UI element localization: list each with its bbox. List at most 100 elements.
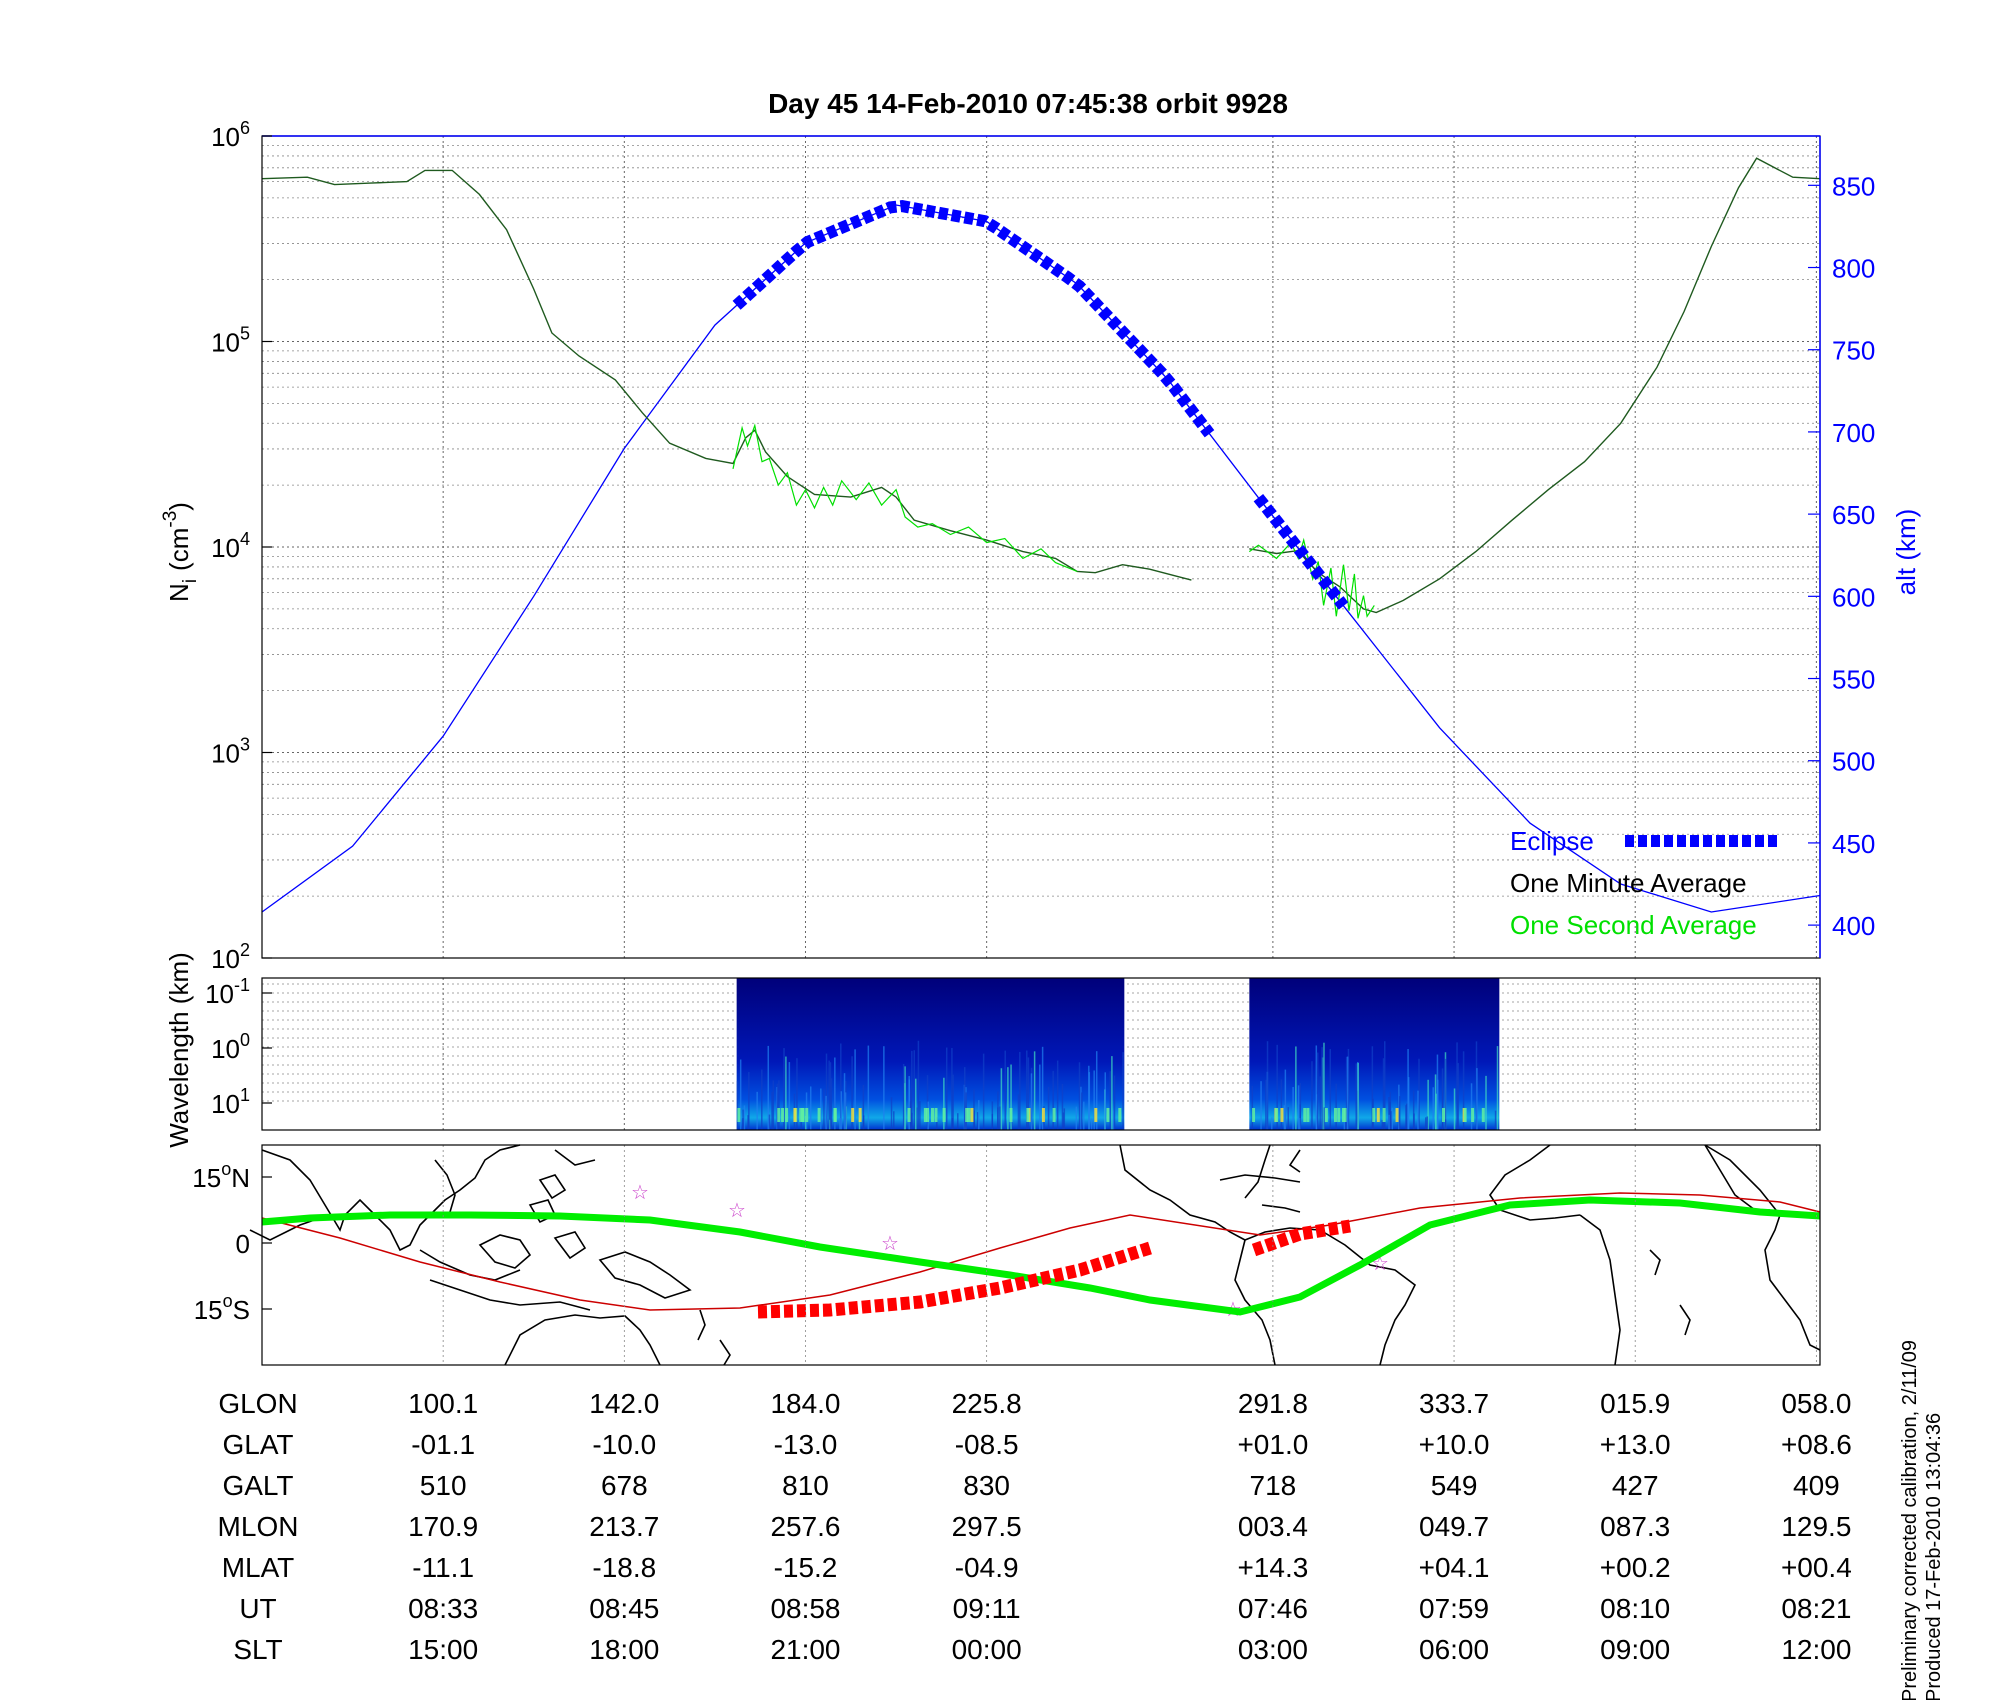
- y-tick-label: 102: [211, 940, 250, 974]
- table-cell: -18.8: [592, 1552, 656, 1583]
- altitude-y-label: alt (km): [1891, 509, 1921, 596]
- table-cell: +00.2: [1600, 1552, 1671, 1583]
- table-cell: +13.0: [1600, 1429, 1671, 1460]
- table-cell: 003.4: [1238, 1511, 1308, 1542]
- y2-tick-label: 700: [1832, 418, 1875, 448]
- star-marker: ☆: [728, 1200, 746, 1222]
- table-cell: 427: [1612, 1470, 1659, 1501]
- table-row-label: UT: [239, 1593, 276, 1624]
- orbit-track-line: [261, 1192, 1821, 1311]
- lat-tick-label: 15oN: [192, 1159, 250, 1193]
- lat-tick-label: 0: [236, 1229, 250, 1259]
- lat-tick-label: 15oS: [194, 1291, 250, 1325]
- y2-tick-label: 600: [1832, 582, 1875, 612]
- table-cell: 718: [1250, 1470, 1297, 1501]
- table-cell: 830: [963, 1470, 1010, 1501]
- table-cell: 09:00: [1600, 1634, 1670, 1665]
- eclipse-series: [732, 200, 1349, 610]
- y-tick-label: 104: [211, 529, 250, 563]
- star-marker: ☆: [881, 1233, 899, 1255]
- table-row-label: MLAT: [222, 1552, 295, 1583]
- density-y-label: Ni(cm-3): [160, 502, 201, 602]
- table-cell: 142.0: [589, 1388, 659, 1419]
- table-cell: 08:33: [408, 1593, 478, 1624]
- calibration-note: Preliminary corrected calibration, 2/11/…: [1899, 1340, 1921, 1700]
- y-tick-label: 10-1: [205, 975, 250, 1009]
- eclipse-line: [732, 200, 1215, 438]
- spectrogram-y-label: Wavelength (km): [164, 952, 194, 1148]
- table-cell: +10.0: [1419, 1429, 1490, 1460]
- table-cell: 510: [420, 1470, 467, 1501]
- table-cell: +01.0: [1237, 1429, 1308, 1460]
- table-cell: 00:00: [952, 1634, 1022, 1665]
- legend-eclipse-label: Eclipse: [1510, 826, 1594, 856]
- table-cell: 678: [601, 1470, 648, 1501]
- table-cell: 409: [1793, 1470, 1840, 1501]
- table-cell: +00.4: [1781, 1552, 1852, 1583]
- table-cell: 129.5: [1781, 1511, 1851, 1542]
- y2-tick-label: 750: [1832, 336, 1875, 366]
- table-cell: 03:00: [1238, 1634, 1308, 1665]
- table-cell: -01.1: [411, 1429, 475, 1460]
- spectrogram-panel: 10-1 100 101 Wavelength (km): [164, 952, 1821, 1148]
- y2-tick-label: 550: [1832, 665, 1875, 695]
- y2-tick-label: 500: [1832, 747, 1875, 777]
- spectrogram-block: [736, 978, 1125, 1130]
- spectrogram-block: [1249, 978, 1500, 1130]
- table-cell: 12:00: [1781, 1634, 1851, 1665]
- y2-tick-label: 450: [1832, 829, 1875, 859]
- y-tick-label: 100: [211, 1030, 250, 1064]
- table-cell: 297.5: [952, 1511, 1022, 1542]
- table-cell: 087.3: [1600, 1511, 1670, 1542]
- table-cell: +14.3: [1237, 1552, 1308, 1583]
- spectrogram-y-ticks: 10-1 100 101: [205, 975, 272, 1119]
- table-cell: -08.5: [955, 1429, 1019, 1460]
- table-cell: 08:21: [1781, 1593, 1851, 1624]
- y2-tick-label: 800: [1832, 254, 1875, 284]
- table-cell: 015.9: [1600, 1388, 1670, 1419]
- table-cell: +08.6: [1781, 1429, 1852, 1460]
- table-cell: -11.1: [412, 1552, 474, 1583]
- legend-one-second-label: One Second Average: [1510, 910, 1757, 940]
- eclipse-line: [1253, 494, 1349, 610]
- table-row-label: GALT: [222, 1470, 293, 1501]
- y-tick-label: 105: [211, 324, 250, 358]
- table-cell: -04.9: [955, 1552, 1019, 1583]
- table-cell: 21:00: [770, 1634, 840, 1665]
- y-tick-label: 106: [211, 118, 250, 152]
- table-cell: 291.8: [1238, 1388, 1308, 1419]
- legend: Eclipse One Minute Average One Second Av…: [1510, 826, 1777, 940]
- table-cell: 058.0: [1781, 1388, 1851, 1419]
- table-cell: 810: [782, 1470, 829, 1501]
- table-cell: +04.1: [1419, 1552, 1490, 1583]
- one-minute-line: [261, 169, 1192, 581]
- production-note: Produced 17-Feb-2010 13:04:36: [1923, 1413, 1945, 1700]
- table-cell: 213.7: [589, 1511, 659, 1542]
- table-cell: -10.0: [592, 1429, 656, 1460]
- density-plot-frame: [262, 136, 1820, 958]
- table-cell: 184.0: [770, 1388, 840, 1419]
- one-second-line: [732, 423, 1078, 573]
- eclipse-track-2: [1251, 1219, 1352, 1257]
- y-tick-label: 103: [211, 735, 250, 769]
- table-cell: 08:10: [1600, 1593, 1670, 1624]
- table-cell: 049.7: [1419, 1511, 1489, 1542]
- table-row-label: GLAT: [222, 1429, 293, 1460]
- map-grid: [442, 1145, 1817, 1365]
- table-cell: 170.9: [408, 1511, 478, 1542]
- table-cell: 100.1: [408, 1388, 478, 1419]
- legend-one-minute-label: One Minute Average: [1510, 868, 1747, 898]
- table-cell: 06:00: [1419, 1634, 1489, 1665]
- table-cell: -15.2: [774, 1552, 838, 1583]
- spectrogram-blocks: [736, 978, 1500, 1130]
- table-cell: 225.8: [952, 1388, 1022, 1419]
- map-y-ticks: 15oN 0 15oS: [192, 1159, 272, 1325]
- table-cell: 09:11: [953, 1593, 1021, 1624]
- density-y-ticks: 102 103 104 105 106: [211, 118, 272, 974]
- table-cell: 15:00: [408, 1634, 478, 1665]
- table-cell: 333.7: [1419, 1388, 1489, 1419]
- eclipse-track-1: [757, 1241, 1152, 1319]
- orbit-table: GLON GLAT GALT MLON MLAT UT SLT 100.1 -01.1 510 17…: [218, 1388, 1852, 1665]
